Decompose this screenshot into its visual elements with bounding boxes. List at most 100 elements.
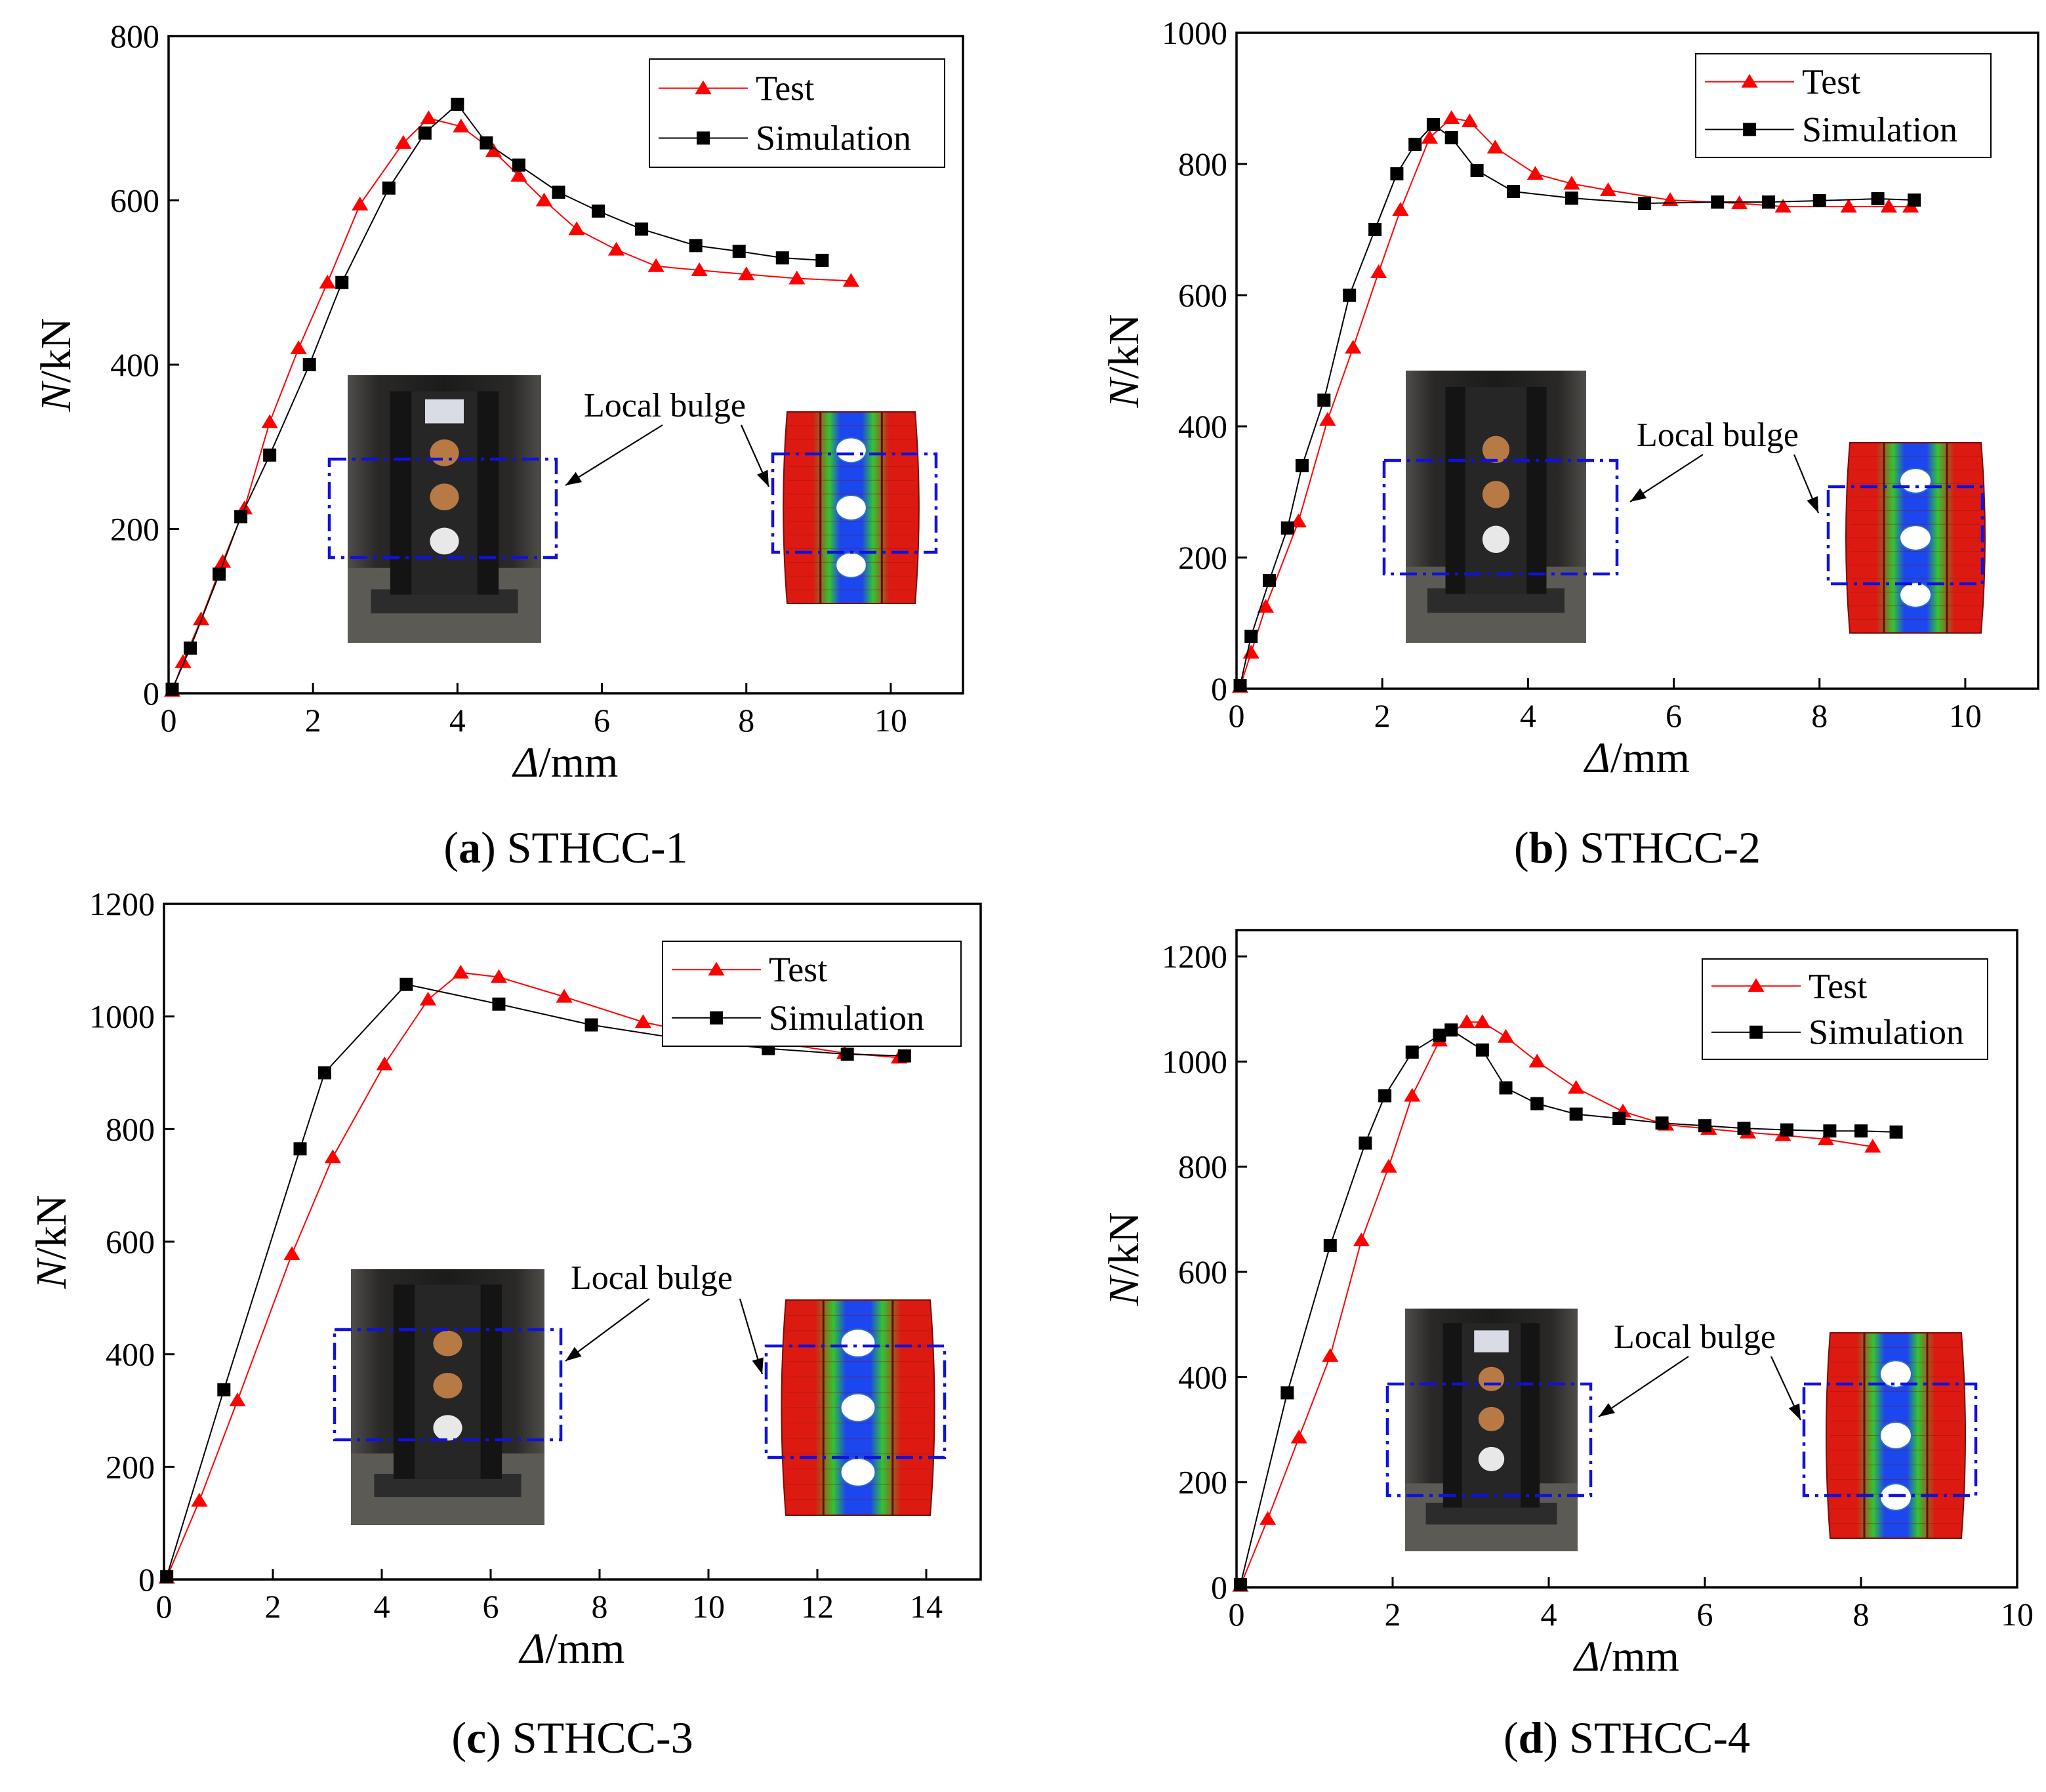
test-point [261,414,278,428]
x-tick-label: 4 [449,702,466,739]
callout-arrowhead [1630,488,1647,502]
simulation-point [160,1570,174,1583]
test-point [1392,202,1409,216]
x-axis-label: Δ/mm [518,1625,625,1673]
x-tick-label: 10 [2001,1596,2034,1633]
simulation-point [399,977,413,991]
y-axis-label: N/kN [1100,1212,1148,1306]
fe-hole [1899,525,1932,551]
test-point [1599,182,1617,196]
legend-marker-test [708,962,725,976]
legend-marker-simulation [697,131,710,145]
test-point [1380,1158,1397,1173]
legend-marker-simulation [1743,123,1756,136]
x-axis-label: Δ/mm [1572,1633,1679,1680]
x-tick-label: 4 [1541,1596,1557,1633]
simulation-point [418,126,432,140]
test-point [1259,1511,1277,1525]
test-point [1817,1131,1835,1146]
callout-line [565,424,663,486]
simulation-point [815,253,829,267]
test-point [453,118,470,132]
simulation-point [451,97,464,111]
photo-hole [1478,1406,1505,1431]
test-point [1864,1139,1881,1153]
simulation-point [1317,394,1331,407]
inset-images [1385,1309,1978,1551]
test-point [568,221,585,235]
test-point [1486,140,1504,153]
callout-line [565,1298,650,1362]
simulation-point [184,641,197,655]
legend-label: Test [756,69,814,108]
y-tick-label: 800 [1178,146,1227,182]
legend: Test Simulation [1702,958,1988,1060]
callout-arrowhead [1788,1403,1801,1420]
simulation-point [335,275,349,289]
callout-arrowhead [1599,1403,1615,1417]
y-tick-label: 600 [106,1223,155,1260]
y-axis-label-symbol: N [1100,377,1148,409]
simulation-point [1470,164,1484,177]
series-simulation [1233,1023,1903,1591]
legend-label: Test [1809,966,1867,1006]
photo-hole [1482,481,1510,508]
fe-hole [1879,1483,1912,1511]
simulation-point [1408,138,1422,151]
test-point [1290,1429,1307,1444]
inset-images [333,1269,947,1525]
simulation-point [1405,1045,1419,1059]
bulge-highlight-model [1826,485,1984,586]
y-tick-label: 1200 [1162,938,1227,975]
x-axis-label-unit: /mm [1600,1633,1679,1680]
x-tick-label: 8 [592,1588,608,1625]
simulation-point [635,222,649,236]
test-point [352,196,369,211]
photo-label-card [1474,1330,1509,1353]
test-point [191,1492,208,1507]
y-tick-label: 400 [110,346,159,383]
simulation-point [293,1142,307,1156]
local-bulge-label: Local bulge [1637,417,1799,454]
test-point [1528,1053,1545,1068]
series-line-simulation [1239,1029,1896,1585]
y-axis-label-symbol: N [32,380,80,413]
photo-hole [1482,525,1510,554]
caption-title: STHCC-4 [1558,1713,1750,1762]
test-point [556,988,573,1003]
photo-hole [433,1330,462,1356]
series-simulation [165,97,829,696]
fe-hole [1899,468,1932,494]
plot-frame [1235,31,2039,690]
x-tick-label: 8 [1811,697,1828,734]
simulation-point [1295,459,1309,472]
bulge-highlight-model [1802,1382,1978,1497]
legend-label: Test [1802,62,1860,102]
simulation-point [302,358,316,371]
simulation-point [213,567,226,581]
fe-hole [840,1328,876,1358]
test-point [1497,1028,1515,1043]
x-tick-label: 2 [265,1588,281,1625]
test-point [607,241,625,256]
caption-title: STHCC-3 [501,1713,693,1762]
test-point [1461,113,1479,127]
simulation-point [480,136,493,150]
legend-marker-test [1748,978,1765,992]
caption-paren-close: ) [481,823,496,872]
y-tick-label: 1000 [89,998,155,1035]
photo-label-card [425,399,464,424]
test-point [1319,412,1336,426]
test-point [283,1246,300,1260]
series-simulation [160,977,911,1583]
test-point [1443,110,1460,124]
x-tick-label: 6 [483,1588,499,1625]
x-tick-label: 4 [374,1588,390,1625]
panel-caption: (a) STHCC-1 [443,823,687,872]
x-axis-label-symbol: Δ [1572,1633,1600,1680]
photo-hole [1482,436,1510,464]
legend-box [1702,958,1988,1060]
x-tick-label: 2 [1374,697,1391,734]
test-point [1404,1088,1421,1102]
legend-label: Simulation [769,998,924,1038]
